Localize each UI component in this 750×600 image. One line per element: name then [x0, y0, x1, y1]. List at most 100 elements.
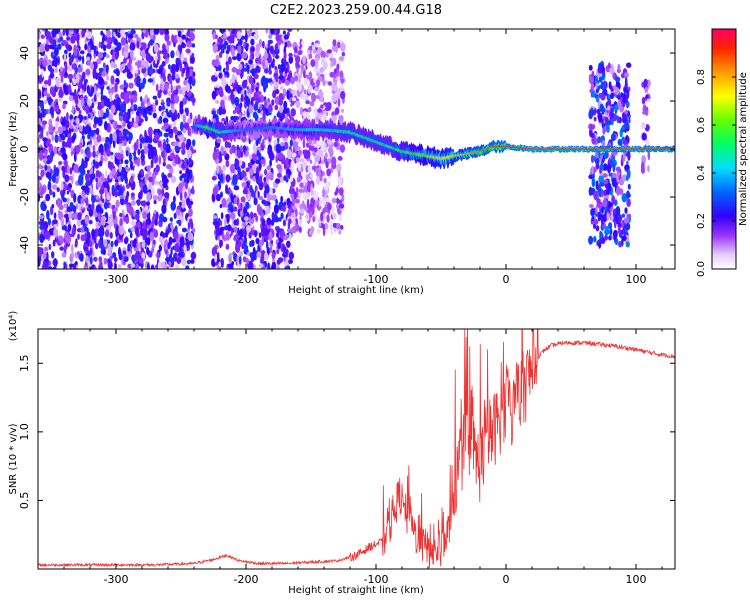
heatmap-cell — [295, 157, 300, 163]
heatmap-cell — [79, 50, 85, 55]
heatmap-cell — [89, 140, 93, 144]
heatmap-cell — [278, 75, 284, 80]
heatmap-cell — [58, 89, 64, 98]
heatmap-cell — [38, 176, 43, 181]
heatmap-cell — [105, 30, 112, 38]
heatmap-cell — [124, 43, 129, 53]
heatmap-cell — [217, 37, 224, 45]
heatmap-cell — [614, 76, 621, 83]
heatmap-cell — [334, 77, 338, 86]
heatmap-cell — [320, 211, 324, 222]
heatmap-cell — [162, 161, 166, 167]
heatmap-cell — [190, 55, 195, 64]
heatmap-cell — [181, 227, 187, 233]
heatmap-cell — [53, 212, 57, 220]
heatmap-cell — [249, 168, 254, 176]
heatmap-cell — [85, 255, 89, 264]
heatmap-cell — [90, 86, 95, 93]
heatmap-cell — [175, 264, 180, 269]
heatmap-cell — [161, 187, 165, 197]
heatmap-cell — [157, 188, 160, 195]
heatmap-cell — [282, 89, 287, 95]
heatmap-cell — [221, 77, 227, 88]
heatmap-cell — [245, 225, 252, 233]
heatmap-cell — [226, 213, 230, 223]
heatmap-cell — [177, 209, 181, 216]
heatmap-cell — [620, 221, 625, 228]
heatmap-cell — [179, 67, 184, 72]
heatmap-cell — [107, 245, 112, 254]
heatmap-cell — [250, 211, 254, 220]
heatmap-cell — [157, 140, 162, 148]
heatmap-cell — [341, 108, 344, 113]
heatmap-cell — [98, 76, 104, 85]
heatmap-cell — [229, 163, 236, 173]
heatmap-cell — [166, 40, 171, 46]
heatmap-cell — [641, 96, 646, 105]
heatmap-cell — [152, 112, 157, 119]
heatmap-cell — [130, 263, 136, 268]
heatmap-cell — [615, 114, 618, 121]
heatmap-cell — [137, 59, 140, 70]
heatmap-cell — [130, 220, 137, 227]
heatmap-cell — [308, 53, 313, 60]
heatmap-cell — [122, 250, 127, 255]
heatmap-cell — [260, 159, 266, 165]
heatmap-cell — [290, 163, 294, 173]
heatmap-cell — [283, 107, 288, 115]
heatmap-cell — [68, 95, 74, 102]
heatmap-cell — [315, 57, 319, 62]
heatmap-cell — [61, 252, 67, 258]
heatmap-cell — [598, 76, 603, 83]
heatmap-cell — [330, 221, 333, 230]
heatmap-cell — [241, 52, 248, 59]
heatmap-cell — [152, 228, 157, 234]
heatmap-cell — [603, 179, 609, 185]
heatmap-cell — [142, 211, 148, 220]
heatmap-cell — [86, 60, 91, 66]
heatmap-cell — [315, 176, 321, 185]
heatmap-cell — [158, 244, 162, 252]
heatmap-cell — [107, 183, 110, 193]
heatmap-cell — [187, 231, 193, 242]
heatmap-cell — [40, 201, 46, 211]
heatmap-cell — [164, 34, 170, 42]
heatmap-cell — [113, 120, 118, 131]
heatmap-cell — [130, 200, 136, 206]
heatmap-cell — [40, 169, 45, 177]
heatmap-cell — [86, 31, 93, 40]
heatmap-cell — [76, 35, 79, 44]
heatmap-cell — [136, 221, 141, 229]
heatmap-cell — [290, 108, 297, 117]
heatmap-cell — [305, 111, 310, 117]
heatmap-cell — [109, 92, 113, 102]
heatmap-cell — [245, 201, 250, 210]
heatmap-cell — [78, 91, 83, 96]
heatmap-cell — [99, 261, 103, 268]
heatmap-cell — [216, 89, 219, 96]
heatmap-cell — [219, 169, 223, 174]
heatmap-cell — [276, 164, 282, 170]
heatmap-cell — [248, 232, 252, 239]
heatmap-cell — [168, 64, 171, 70]
heatmap-cell — [154, 55, 158, 65]
heatmap-cell — [165, 228, 171, 234]
heatmap-cell — [624, 109, 628, 115]
heatmap-cell — [255, 96, 261, 104]
heatmap-cell — [157, 90, 162, 99]
heatmap-cell — [45, 131, 49, 137]
heatmap-cell — [233, 185, 240, 191]
heatmap-cell — [86, 149, 91, 158]
heatmap-cell — [291, 213, 296, 218]
heatmap-cell — [173, 94, 180, 104]
heatmap-cell — [38, 151, 44, 161]
heatmap-cell — [245, 150, 249, 157]
heatmap-cell — [42, 137, 48, 142]
heatmap-cell — [280, 195, 284, 203]
heatmap-cell — [51, 173, 56, 183]
heatmap-cell — [301, 40, 305, 46]
heatmap-cell — [136, 40, 140, 49]
heatmap-cell — [191, 43, 196, 48]
heatmap-cell — [243, 41, 246, 48]
heatmap-cell — [326, 49, 333, 54]
